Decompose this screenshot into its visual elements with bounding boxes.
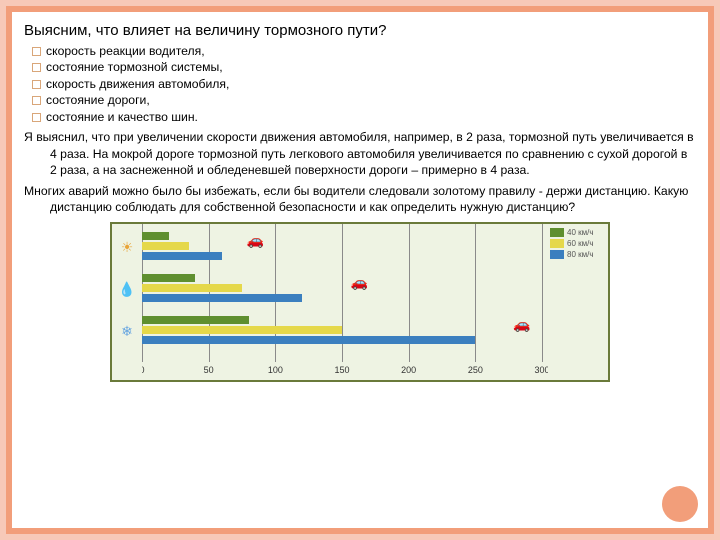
chart-x-axis: 0 50 100 150 200 250 300 — [142, 365, 548, 379]
chart-bar — [142, 284, 242, 292]
chart-bar — [142, 252, 222, 260]
chart-gridline — [542, 224, 543, 362]
chart-gridline — [475, 224, 476, 362]
list-item: скорость движения автомобиля, — [32, 76, 696, 92]
car-icon: 🚗 — [351, 274, 368, 291]
slide-title: Выясним, что влияет на величину тормозно… — [24, 22, 696, 39]
chart-x-tick-label: 50 — [204, 365, 214, 375]
paragraph-1: Я выяснил, что при увеличении скорости д… — [24, 129, 696, 178]
list-item: скорость реакции водителя, — [32, 43, 696, 59]
chart-bar — [142, 242, 189, 250]
slide-content: Выясним, что влияет на величину тормозно… — [12, 12, 708, 528]
chart-x-tick-label: 300 — [534, 365, 548, 375]
chart-x-tick-label: 200 — [401, 365, 416, 375]
legend-item: 80 км/ч — [550, 250, 606, 259]
car-icon: 🚗 — [247, 232, 264, 249]
chart-condition-icons: ☀ 💧 ❄ — [112, 224, 142, 380]
chart-plot-area: 0 50 100 150 200 250 300 🚗 🚗 🚗 — [142, 224, 548, 380]
car-icon: 🚗 — [513, 316, 530, 333]
condition-icon: ❄ — [117, 322, 137, 342]
list-item: состояние дороги, — [32, 92, 696, 108]
legend-label: 60 км/ч — [567, 239, 594, 248]
chart-bar — [142, 274, 195, 282]
condition-icon: 💧 — [117, 280, 137, 300]
chart-x-tick-label: 150 — [334, 365, 349, 375]
bullet-list: скорость реакции водителя, состояние тор… — [24, 43, 696, 125]
legend-item: 60 км/ч — [550, 239, 606, 248]
legend-label: 40 км/ч — [567, 228, 594, 237]
decorative-dot — [662, 486, 698, 522]
chart-x-tick-label: 0 — [142, 365, 145, 375]
paragraph-2: Многих аварий можно было бы избежать, ес… — [24, 183, 696, 216]
braking-distance-chart: ☀ 💧 ❄ 0 50 100 150 200 250 300 🚗 🚗 🚗 40 км/ч 60 км/… — [110, 222, 610, 382]
chart-bar — [142, 326, 342, 334]
legend-swatch — [550, 239, 564, 248]
list-item: состояние и качество шин. — [32, 109, 696, 125]
chart-x-tick-label: 100 — [268, 365, 283, 375]
legend-swatch — [550, 250, 564, 259]
condition-icon: ☀ — [117, 238, 137, 258]
chart-bar — [142, 336, 475, 344]
legend-swatch — [550, 228, 564, 237]
legend-item: 40 км/ч — [550, 228, 606, 237]
legend-label: 80 км/ч — [567, 250, 594, 259]
chart-legend: 40 км/ч 60 км/ч 80 км/ч — [548, 224, 608, 380]
chart-x-tick-label: 250 — [468, 365, 483, 375]
chart-bar — [142, 316, 249, 324]
list-item: состояние тормозной системы, — [32, 59, 696, 75]
chart-bar — [142, 294, 302, 302]
chart-bar — [142, 232, 169, 240]
